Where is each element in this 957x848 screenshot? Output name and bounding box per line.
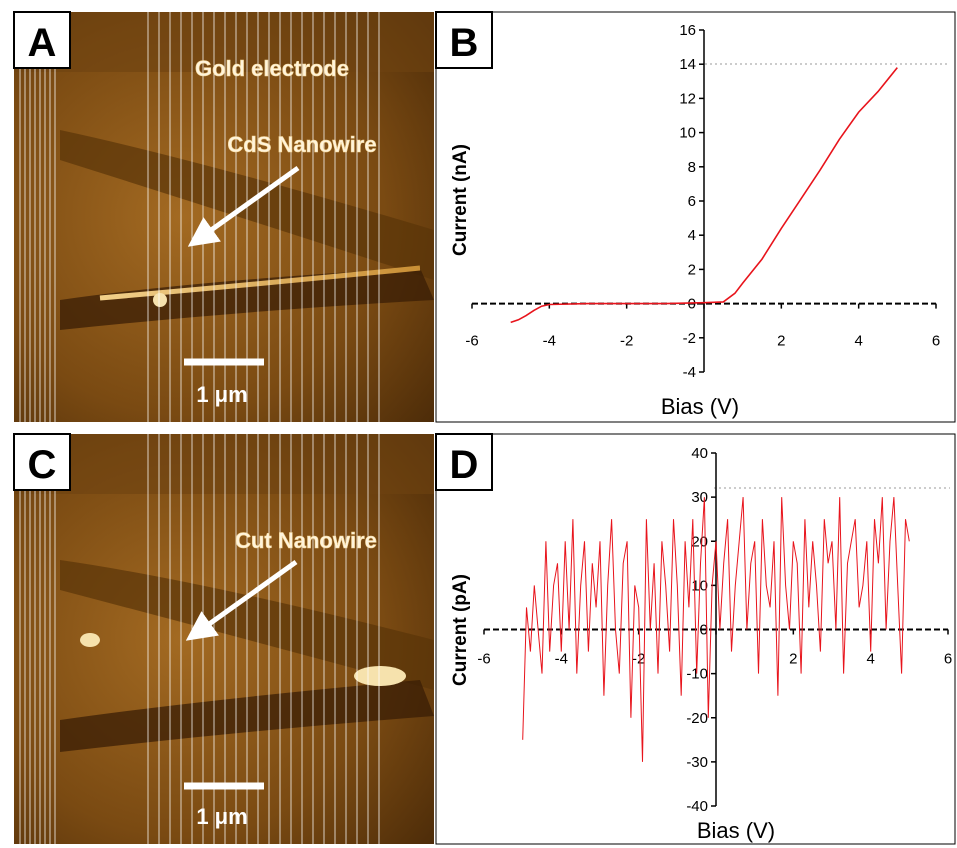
panel-a: A Gold electrode CdS Nanowire 1 μm [13, 11, 434, 422]
y-tick-label: 8 [688, 159, 696, 176]
afm-electrode-region-a [14, 12, 434, 72]
afm-particle-a [153, 293, 167, 307]
series-line [510, 67, 898, 324]
afm-electrode-region-c [14, 434, 434, 494]
x-tick-label: 2 [789, 651, 797, 668]
panel-frame-d [435, 433, 956, 845]
panel-c: C Cut Nanowire 1 μm [13, 433, 434, 844]
panel-letter-box-a [13, 11, 71, 69]
x-tick-label: 2 [777, 333, 785, 350]
panel-letter-c: C [28, 443, 57, 487]
x-tick-label: -4 [543, 333, 556, 350]
y-tick-label: -4 [683, 364, 696, 381]
y-axis-label: Current (nA) [450, 144, 471, 256]
x-tick-label: 6 [944, 651, 952, 668]
x-axis-label: Bias (V) [661, 394, 739, 419]
panel-letter-box-b [435, 11, 493, 69]
y-tick-label: 40 [691, 445, 708, 462]
series-line [522, 497, 910, 762]
afm-scanlines-c [19, 434, 380, 844]
y-tick-label: -2 [683, 330, 696, 347]
nanowire-label-a: CdS Nanowire [227, 132, 376, 157]
x-tick-label: -6 [465, 333, 478, 350]
x-tick-label: -4 [555, 651, 568, 668]
panel-letter-a: A [28, 21, 57, 65]
y-tick-label: 20 [691, 533, 708, 550]
y-tick-label: 30 [691, 489, 708, 506]
panel-letter-box-c [13, 433, 71, 491]
y-tick-label: 14 [679, 56, 696, 73]
nanowire-label-c: Cut Nanowire [235, 528, 377, 553]
nanowire-arrow-c [185, 559, 298, 641]
y-tick-label: 16 [679, 22, 696, 39]
afm-ridge-a [99, 265, 421, 301]
afm-scanlines-a [19, 12, 380, 422]
panel-letter-box-d [435, 433, 493, 491]
afm-particle-c2 [80, 633, 100, 647]
x-tick-label: 4 [854, 333, 862, 350]
x-tick-label: -2 [632, 651, 645, 668]
x-tick-label: -6 [477, 651, 490, 668]
y-tick-label: -10 [686, 666, 708, 683]
y-tick-label: -20 [686, 710, 708, 727]
y-axis-label: Current (pA) [450, 574, 471, 686]
y-tick-label: -30 [686, 754, 708, 771]
x-tick-label: 6 [932, 333, 940, 350]
panel-frame-b [435, 11, 956, 423]
y-tick-label: 12 [679, 90, 696, 107]
y-tick-label: 6 [688, 193, 696, 210]
x-axis-label: Bias (V) [697, 818, 775, 843]
y-tick-label: 10 [679, 125, 696, 142]
afm-particle-c1 [354, 666, 406, 686]
y-tick-label: -40 [686, 798, 708, 815]
scale-label-a: 1 μm [196, 382, 247, 407]
y-tick-label: 4 [688, 227, 696, 244]
nanowire-arrow-a [187, 165, 300, 247]
y-tick-label: 2 [688, 261, 696, 278]
x-tick-label: 4 [866, 651, 874, 668]
scale-label-c: 1 μm [196, 804, 247, 829]
x-tick-label: -2 [620, 333, 633, 350]
panel-letter-d: D [450, 443, 479, 487]
panel-letter-b: B [450, 21, 479, 65]
electrode-label: Gold electrode [195, 56, 349, 81]
